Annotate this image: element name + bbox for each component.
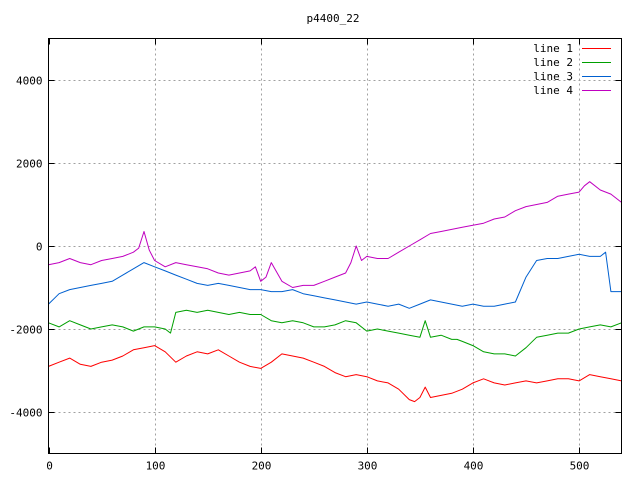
grid-lines xyxy=(48,38,622,454)
y-tick-label: 4000 xyxy=(16,75,43,88)
legend-label-4: line 4 xyxy=(533,84,573,97)
y-tick-label: 2000 xyxy=(16,158,43,171)
plot-frame xyxy=(48,38,622,454)
y-tick-label: -2000 xyxy=(9,324,42,337)
legend-label-1: line 1 xyxy=(533,42,573,55)
data-series xyxy=(48,181,622,403)
legend-label-3: line 3 xyxy=(533,70,573,83)
x-tick-label: 0 xyxy=(46,460,53,473)
series-line-1 xyxy=(48,345,622,403)
y-tick-label: -4000 xyxy=(9,407,42,420)
x-tick-label: 300 xyxy=(358,460,378,473)
axis-ticks: 0 100 200 300 400 500 -4000 -2000 0 2000 4000 xyxy=(9,38,622,473)
series-line-4 xyxy=(48,181,622,288)
x-tick-label: 400 xyxy=(464,460,484,473)
legend-label-2: line 2 xyxy=(533,56,573,69)
x-tick-label: 200 xyxy=(252,460,272,473)
series-line-3 xyxy=(48,251,622,309)
y-tick-label: 0 xyxy=(36,241,43,254)
x-tick-label: 100 xyxy=(146,460,166,473)
x-tick-label: 500 xyxy=(570,460,590,473)
series-line-2 xyxy=(48,309,622,357)
chart-title: p4400_22 xyxy=(307,12,360,25)
